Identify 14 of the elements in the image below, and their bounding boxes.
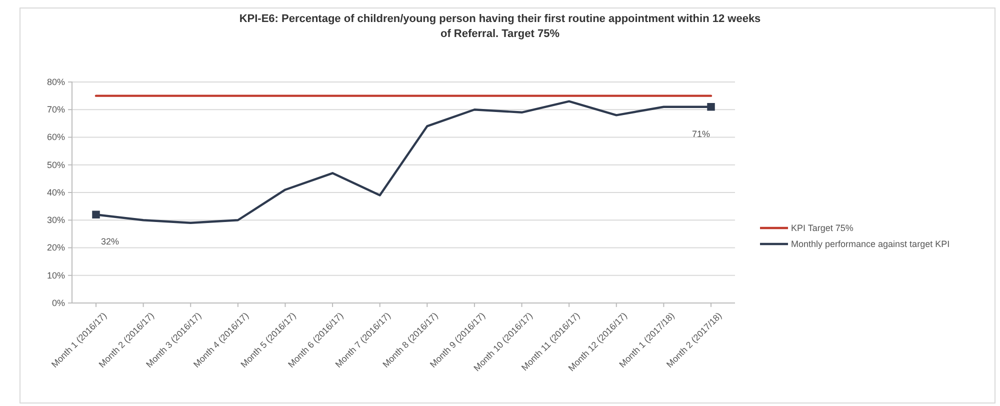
data-label: 32% [100,236,120,247]
y-tick-label: 0% [52,298,65,308]
y-tick-label: 70% [46,104,65,115]
y-tick-label: 80% [46,76,65,87]
legend-label: Monthly performance against target KPI [791,239,950,250]
y-tick-label: 30% [46,215,65,226]
y-tick-label: 10% [46,270,65,280]
legend-label: KPI Target 75% [791,223,854,234]
y-tick-label: 60% [46,132,65,142]
y-tick-label: 40% [46,187,65,198]
chart-title: KPI-E6: Percentage of children/young person having their first routine appointment within 12 weeks of Referral. Target 75% [239,13,761,40]
data-label: 71% [692,128,710,139]
y-tick-label: 50% [46,160,65,170]
y-tick-label: 20% [46,242,65,253]
